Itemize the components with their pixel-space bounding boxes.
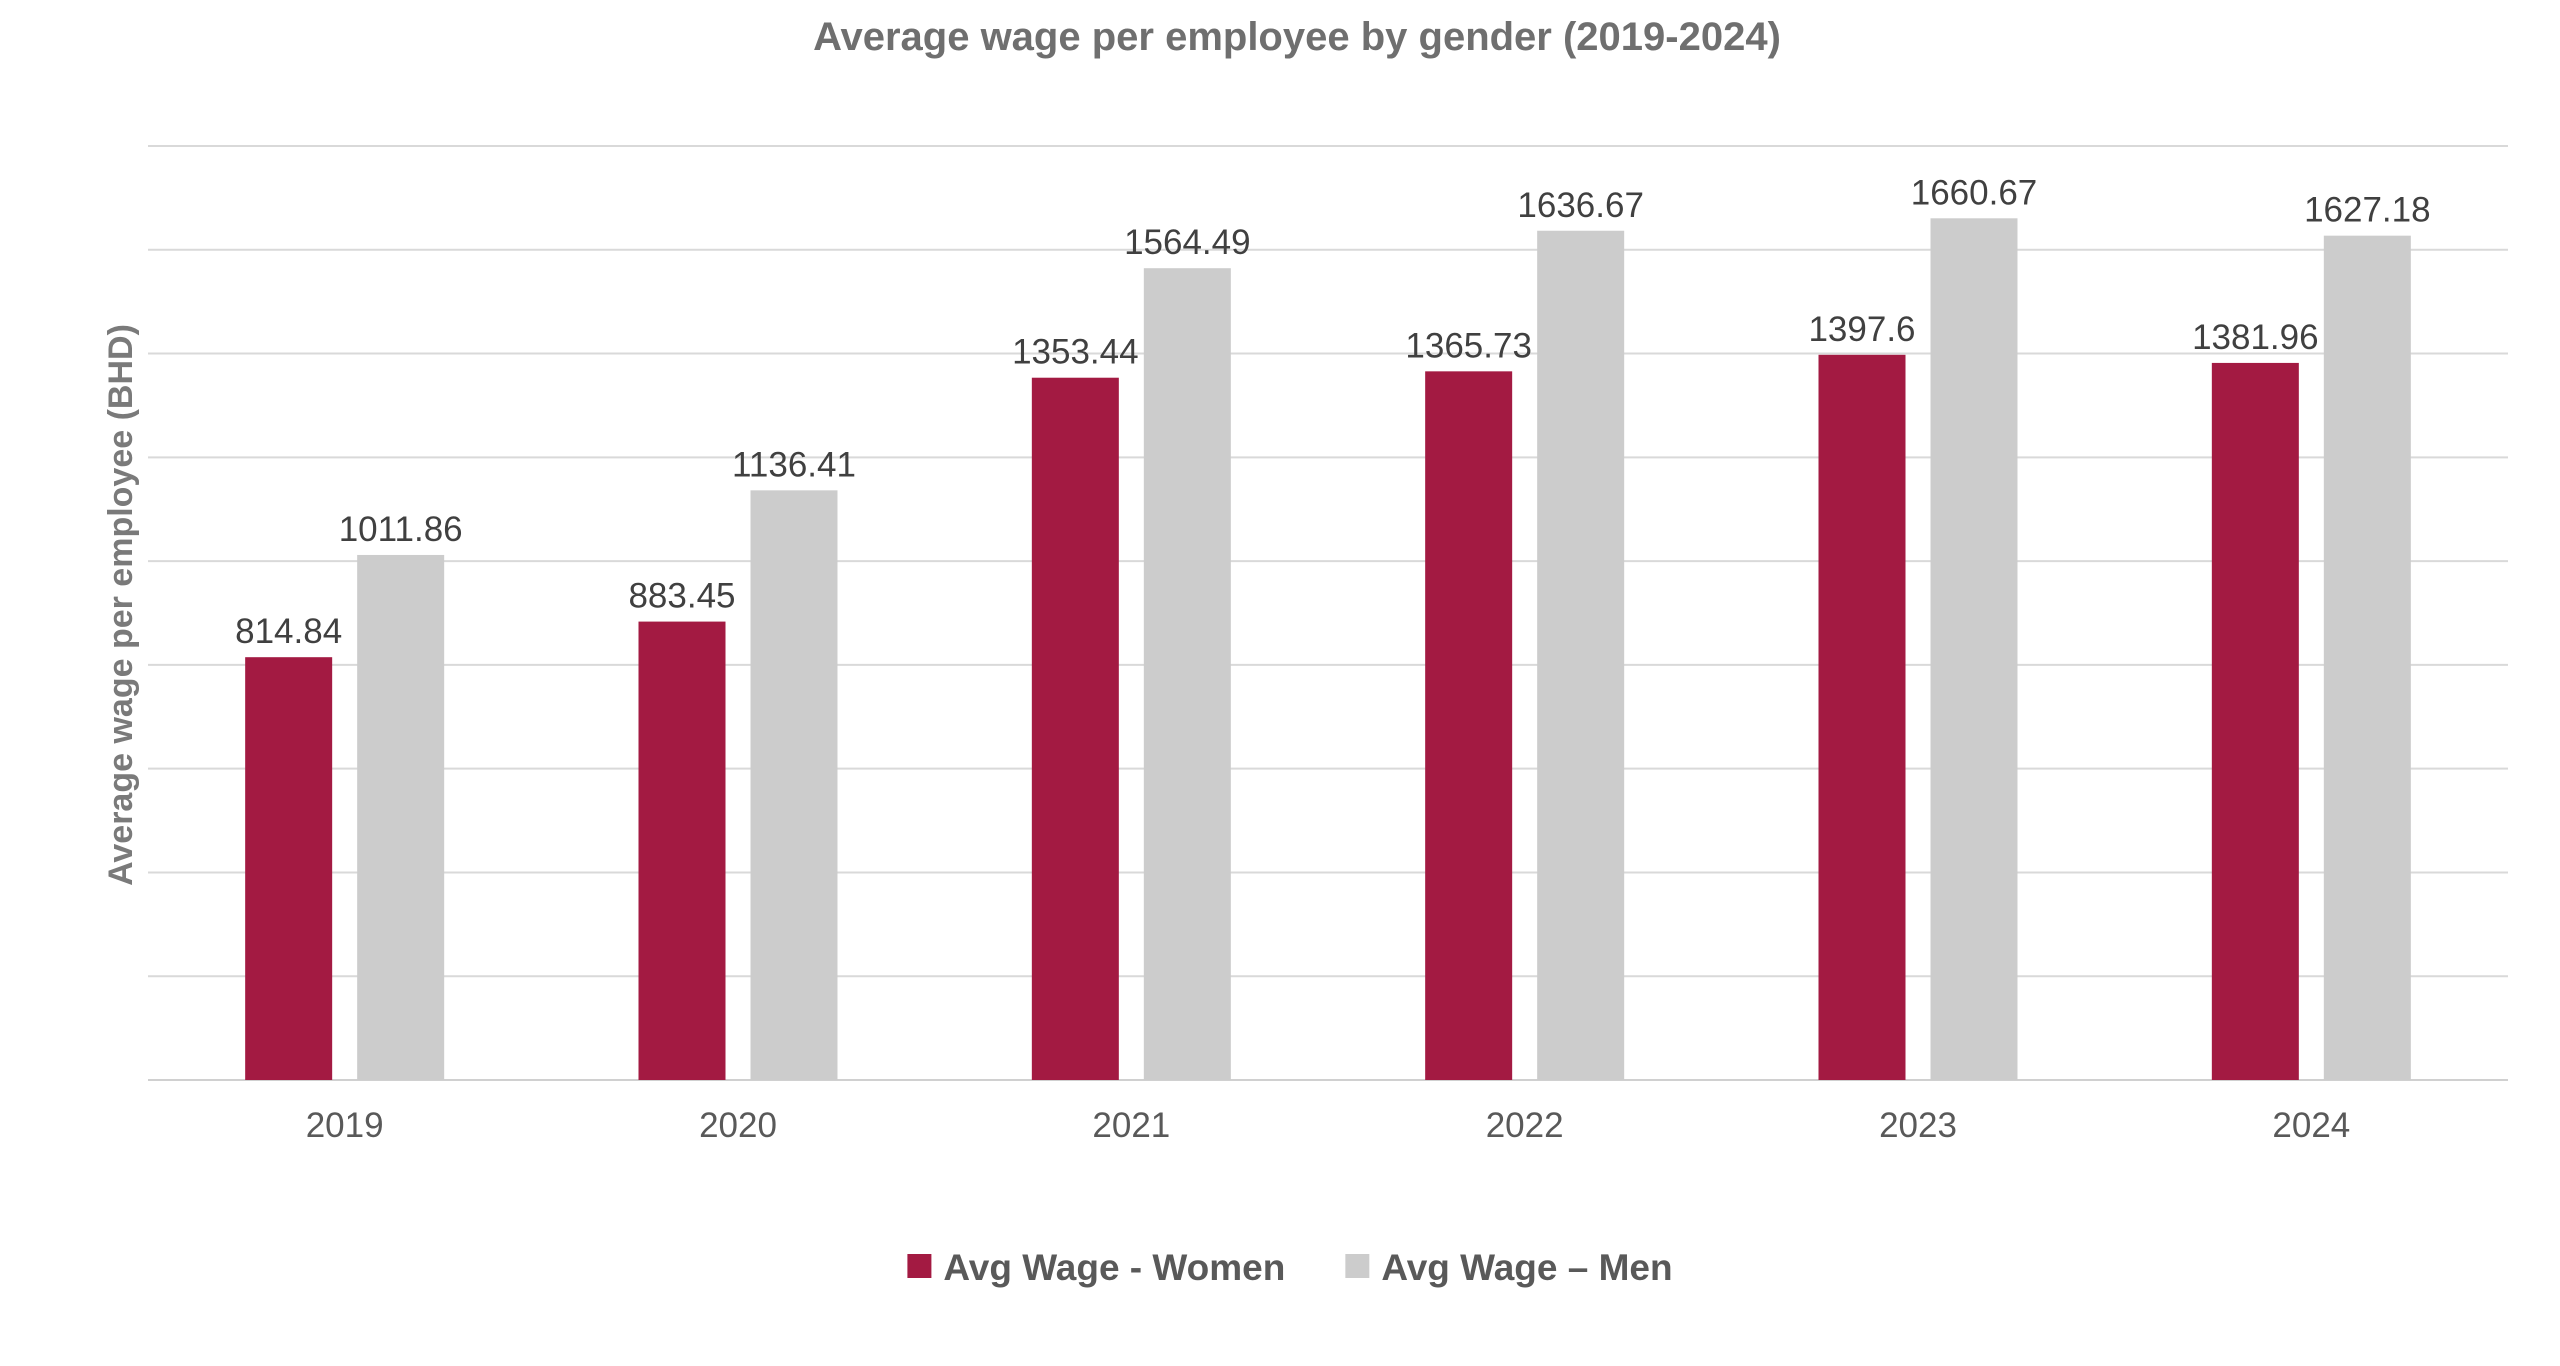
data-labels: 814.84 1011.86 883.45 1136.41 1353.44 1564.49… (235, 173, 2430, 651)
bar-men-2023 (1930, 218, 2018, 1081)
bars (245, 218, 2411, 1081)
bar-women-2024 (2211, 362, 2299, 1080)
chart-title: Average wage per employee by gender (201… (813, 15, 1781, 59)
legend-label-men: Avg Wage – Men (1381, 1247, 1672, 1288)
bar-men-2021 (1143, 268, 1231, 1081)
data-label-women-2021: 1353.44 (1012, 333, 1139, 372)
data-label-women-2020: 883.45 (628, 577, 735, 616)
data-label-men-2023: 1660.67 (1911, 173, 2038, 212)
x-tick-label-2021: 2021 (1092, 1106, 1170, 1145)
x-tick-label-2023: 2023 (1879, 1106, 1957, 1145)
bar-women-2023 (1818, 354, 1906, 1080)
data-label-women-2022: 1365.73 (1405, 326, 1532, 365)
legend-swatch-men (1345, 1254, 1370, 1278)
data-label-men-2022: 1636.67 (1517, 186, 1644, 225)
bar-women-2021 (1031, 377, 1119, 1080)
data-label-men-2019: 1011.86 (339, 510, 463, 549)
legend-items: Avg Wage - Women Avg Wage – Men (907, 1247, 1673, 1288)
x-axis-ticks: 2019 2020 2021 2022 2023 2024 (306, 1106, 2351, 1145)
bar-men-2022 (1537, 230, 1625, 1080)
bar-women-2022 (1425, 371, 1513, 1080)
data-label-men-2021: 1564.49 (1124, 223, 1251, 262)
y-axis-label: Average wage per employee (BHD) (102, 324, 140, 886)
x-tick-label-2020: 2020 (699, 1106, 777, 1145)
bar-men-2020 (750, 490, 838, 1080)
data-label-women-2019: 814.84 (235, 612, 342, 651)
legend: Avg Wage - Women Avg Wage – Men (907, 1247, 1673, 1288)
legend-swatch-women (907, 1254, 932, 1278)
bar-men-2019 (357, 554, 445, 1080)
x-tick-label-2022: 2022 (1486, 1106, 1564, 1145)
x-tick-label-2019: 2019 (306, 1106, 384, 1145)
data-label-men-2024: 1627.18 (2304, 191, 2431, 230)
bar-women-2019 (245, 657, 333, 1080)
bar-men-2024 (2323, 235, 2411, 1080)
legend-label-women: Avg Wage - Women (943, 1247, 1285, 1288)
x-tick-label-2024: 2024 (2272, 1106, 2350, 1145)
bar-women-2020 (638, 621, 726, 1080)
gridlines (148, 145, 2508, 1081)
data-label-women-2023: 1397.6 (1808, 310, 1915, 349)
data-label-men-2020: 1136.41 (732, 445, 856, 484)
data-label-women-2024: 1381.96 (2192, 318, 2319, 357)
